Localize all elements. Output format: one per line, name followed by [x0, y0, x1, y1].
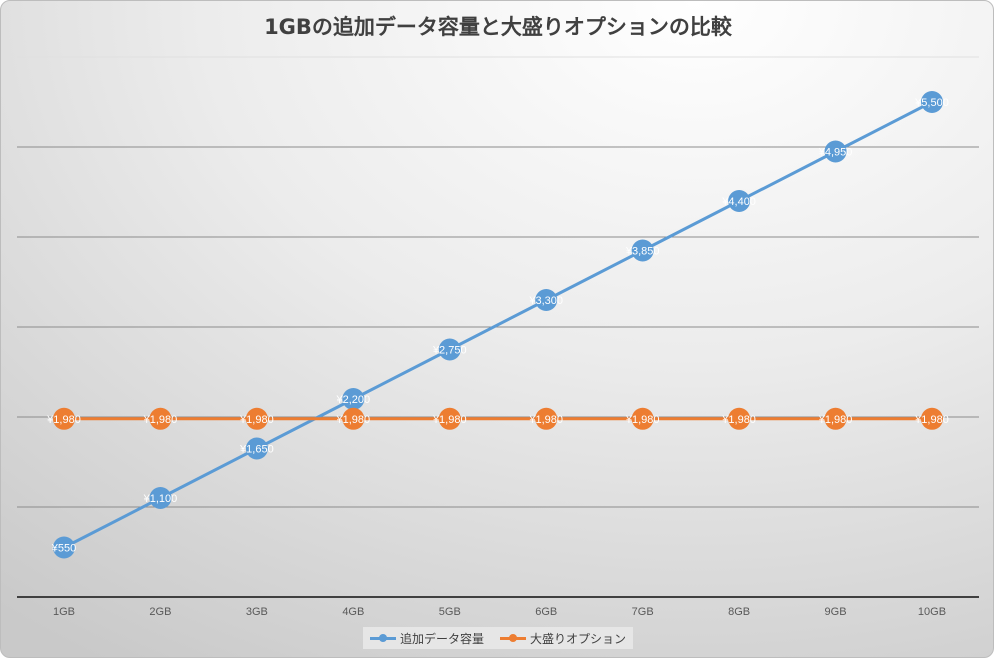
data-point: [245, 407, 268, 430]
legend-item-series-2: 大盛りオプション: [500, 630, 626, 647]
data-label: ¥4,950: [818, 147, 853, 159]
data-label: ¥550: [51, 543, 76, 555]
data-point: [921, 91, 943, 113]
data-label: ¥2,200: [336, 394, 371, 406]
x-tick-label: 9GB: [825, 606, 847, 618]
data-label: ¥1,980: [914, 414, 949, 426]
data-point: [824, 407, 847, 430]
data-label: ¥1,980: [432, 414, 467, 426]
data-label: ¥1,980: [528, 414, 563, 426]
data-label: ¥1,980: [336, 414, 371, 426]
x-tick-label: 2GB: [149, 606, 171, 618]
data-point: [631, 407, 654, 430]
data-point: [535, 289, 558, 311]
legend-swatch: [369, 633, 396, 642]
data-point: [921, 407, 943, 430]
data-label: ¥1,650: [239, 444, 274, 456]
data-label: ¥3,850: [625, 246, 660, 258]
data-point: [535, 407, 558, 430]
data-point: [149, 407, 172, 430]
data-label: ¥5,500: [914, 97, 949, 109]
x-tick-label: 6GB: [535, 606, 557, 618]
data-label: ¥1,980: [239, 414, 274, 426]
data-label: ¥1,100: [143, 493, 178, 505]
data-point: [245, 437, 268, 460]
legend: 追加データ容量 大盛りオプション: [363, 627, 633, 649]
series-line: [63, 100, 933, 549]
data-point: [728, 407, 751, 430]
data-label: ¥2,750: [432, 345, 467, 357]
data-label: ¥1,980: [625, 414, 660, 426]
data-point: [824, 140, 847, 163]
data-point: [342, 388, 365, 410]
data-point: [342, 407, 365, 430]
x-tick-label: 10GB: [918, 606, 946, 618]
chart-title: 1GBの追加データ容量と大盛りオプションの比較: [264, 15, 732, 39]
data-point: [728, 190, 751, 212]
legend-label: 大盛りオプション: [530, 631, 627, 646]
x-tick-label: 1GB: [53, 606, 75, 618]
data-point: [631, 239, 654, 262]
x-tick-label: 3GB: [246, 606, 268, 618]
data-label: ¥3,300: [528, 295, 563, 307]
x-tick-label: 4GB: [342, 606, 364, 618]
data-point: [438, 407, 461, 430]
x-tick-label: 5GB: [439, 606, 461, 618]
legend-item-series-1: 追加データ容量: [369, 630, 484, 647]
data-label: ¥1,980: [143, 414, 178, 426]
data-label: ¥4,400: [721, 196, 756, 208]
legend-swatch: [500, 633, 526, 642]
data-label: ¥1,980: [46, 414, 81, 426]
x-tick-label: 7GB: [632, 606, 654, 618]
legend-label: 追加データ容量: [399, 631, 484, 646]
data-label: ¥1,980: [818, 414, 853, 426]
data-point: [53, 407, 75, 430]
x-tick-label: 8GB: [728, 606, 750, 618]
data-point: [53, 536, 75, 559]
data-point: [438, 338, 461, 361]
data-label: ¥1,980: [721, 414, 756, 426]
data-point: [149, 487, 172, 509]
